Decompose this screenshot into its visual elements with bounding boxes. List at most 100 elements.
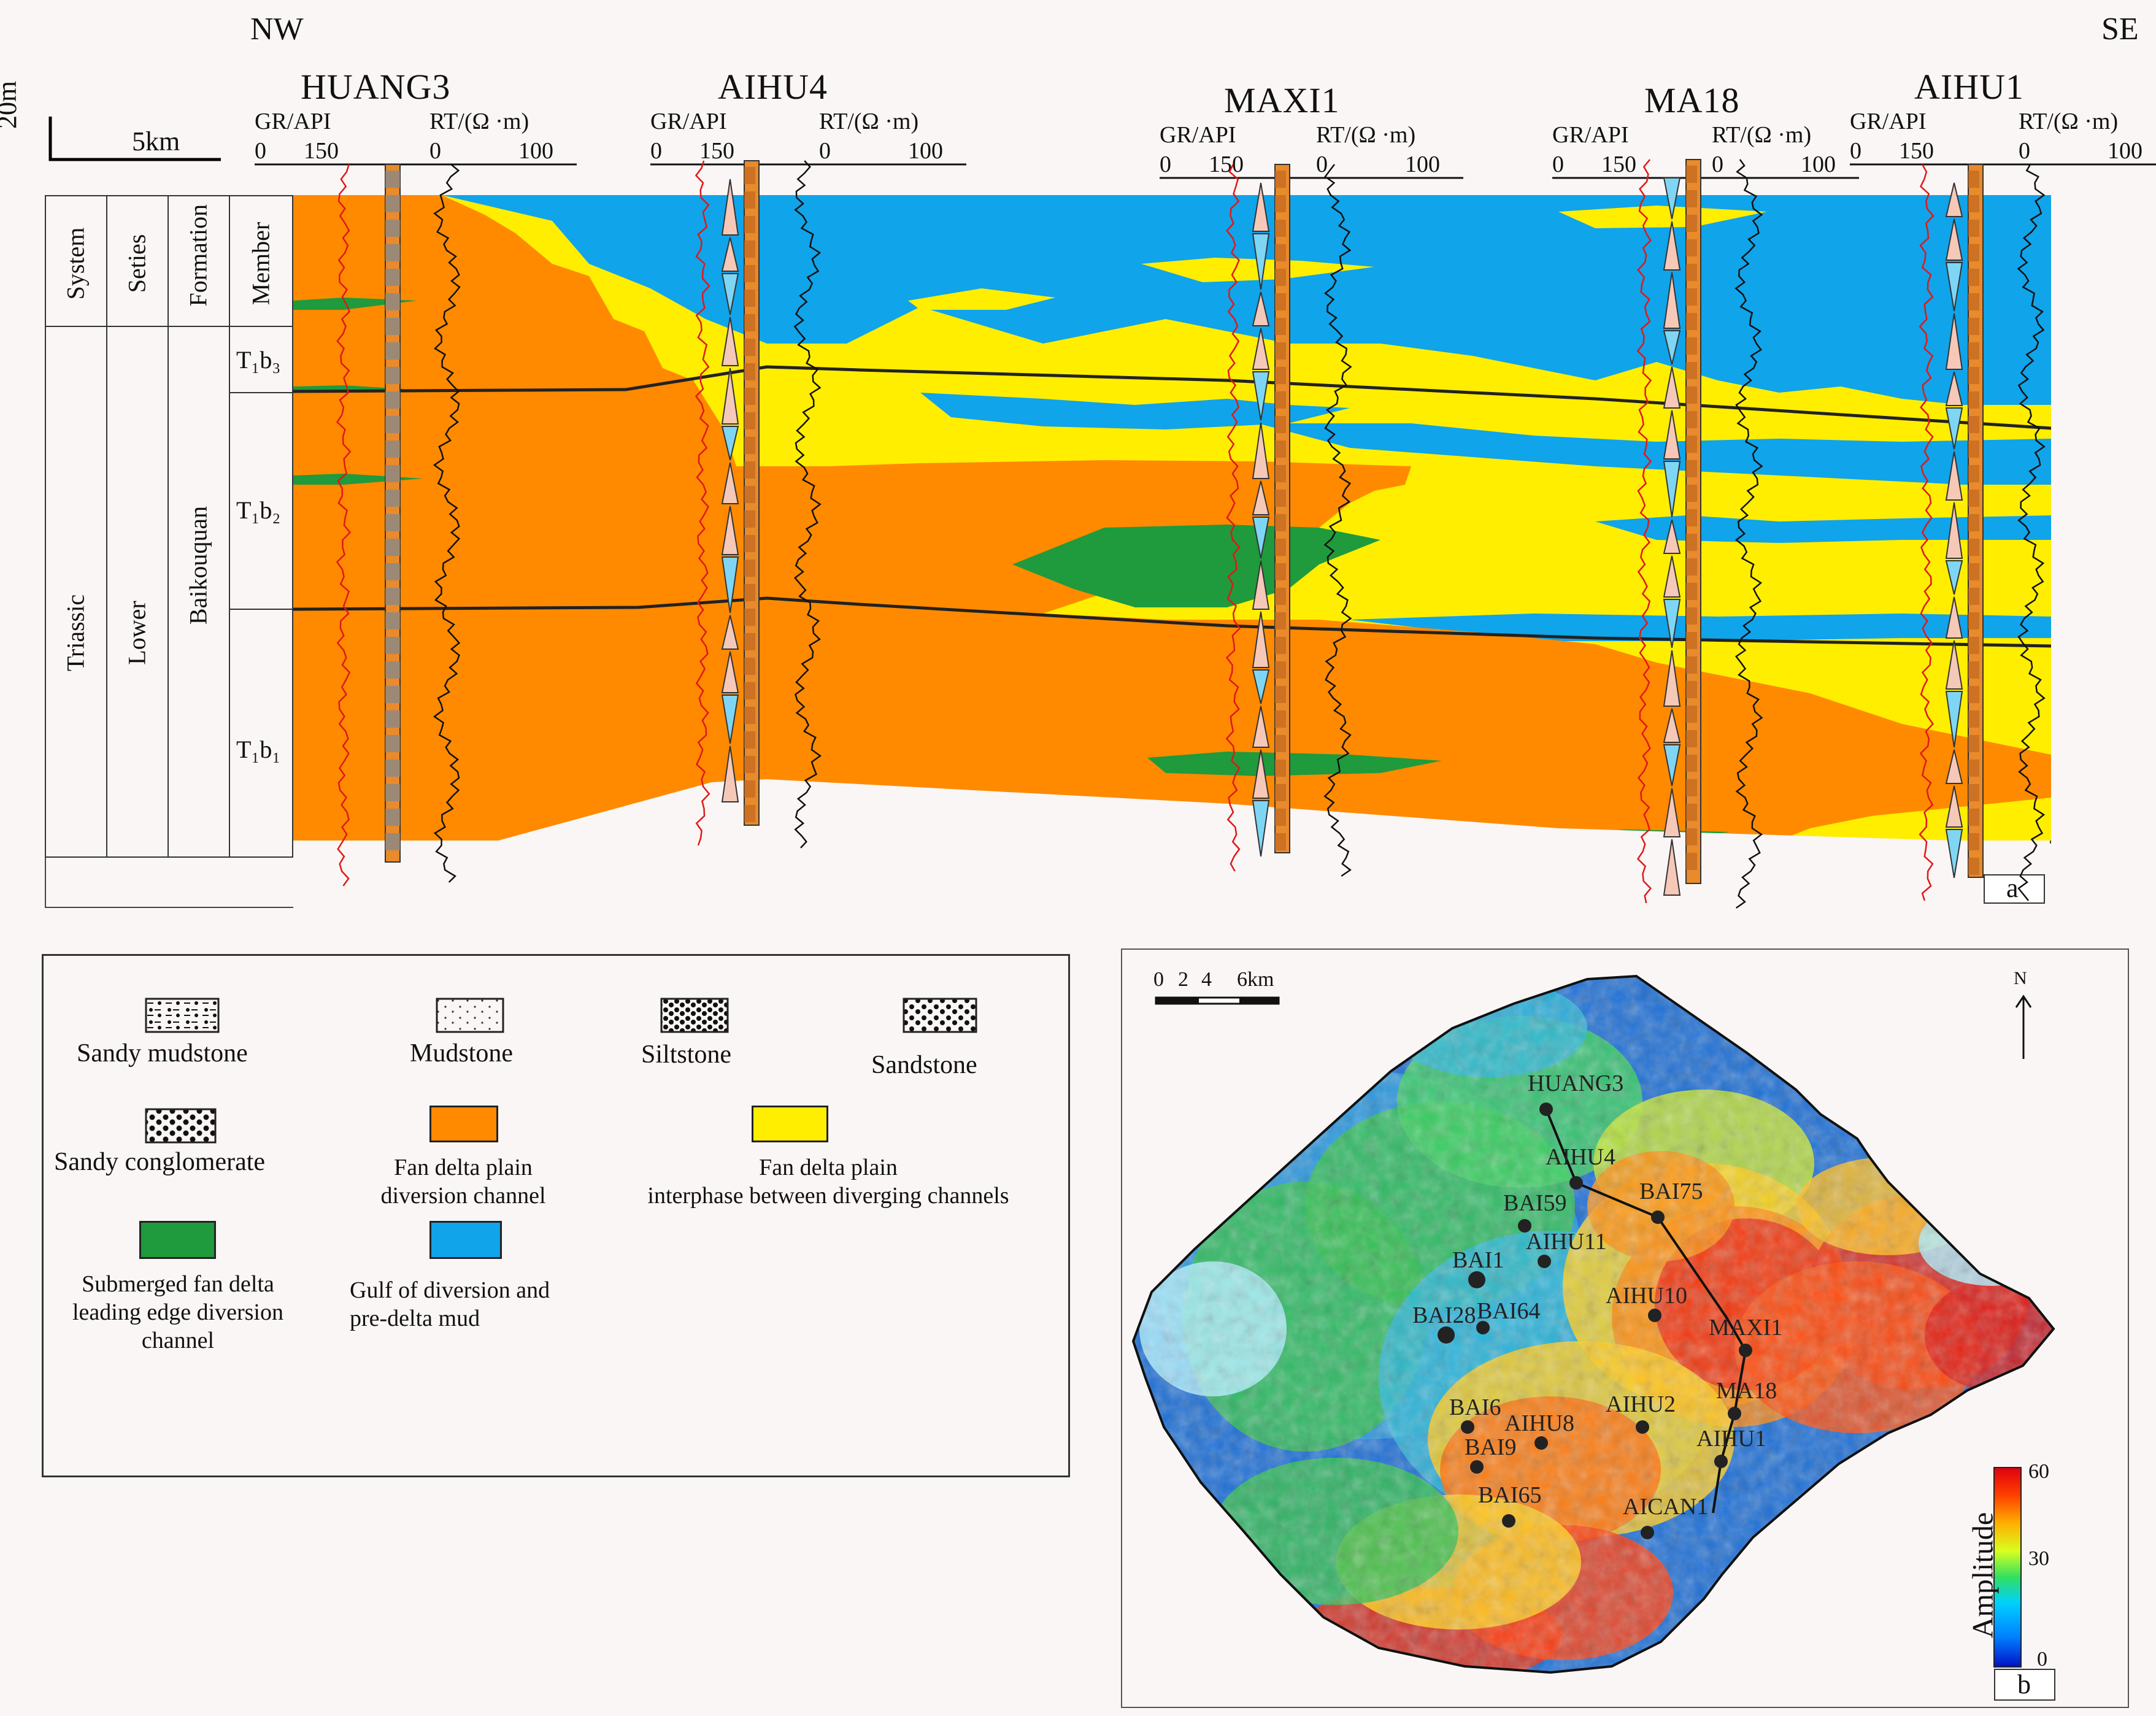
map-well-label: AIHU4 [1546,1144,1615,1170]
map-well-label: BAI9 [1465,1434,1516,1460]
lithology-bed [1275,539,1286,556]
lithology-bed [1968,391,1979,409]
map-well-marker [1438,1326,1455,1344]
colorbar-title: Amplitude [1966,1512,2000,1639]
lithology-bed [1275,514,1286,531]
cycle-triangle [1663,410,1681,460]
header-member [229,195,293,327]
swatch-sandstone [903,998,977,1033]
cycle-triangle [1663,221,1681,271]
map-well-label: BAI65 [1478,1482,1541,1508]
lithology-bed [744,167,755,184]
lithology-bed [1275,171,1286,188]
map-well-label: MAXI1 [1709,1315,1782,1341]
lithology-bed [1275,760,1286,777]
map-scale-label-2: 2 [1178,968,1188,991]
lithology-bed [1686,166,1697,183]
lithology-bed [744,510,755,528]
member-boundary-b3 [293,365,2052,430]
member-b2-label: T₁b₂ [236,496,281,524]
cycle-triangle [721,556,739,614]
lithology-bed [1968,563,1979,580]
map-well-label: BAI6 [1449,1395,1501,1420]
rt-tick-max: 100 [908,138,943,164]
lithology-bed [1275,833,1286,850]
lithology-bed [385,735,400,752]
well-name: AIHU4 [718,67,828,107]
lithology-bed [744,290,755,307]
lithology-bed [385,220,400,237]
rt-curve [793,160,822,848]
lithology-bed [744,388,755,405]
lithology-bed [1275,318,1286,335]
direction-nw: NW [250,12,304,47]
map-well-label: BAI75 [1639,1179,1703,1204]
map-scale-label-4: 4 [1201,968,1212,991]
cycle-triangle [1945,640,1963,690]
map-well-marker [1470,1460,1484,1474]
cycle-triangle [1663,519,1681,554]
legend-siltstone: Siltstone [641,1041,732,1069]
swatch-sandy-conglomerate [145,1108,217,1144]
cycle-triangle [721,426,739,461]
cycle-triangle [1252,233,1270,290]
lithology-bed [385,563,400,580]
map-well-marker [1648,1309,1661,1322]
gr-curve [1636,159,1652,904]
swatch-channel [429,1106,498,1142]
facies-submerged-region [1147,752,1442,776]
lithology-bed [385,465,400,482]
rt-tick-min: 0 [2019,138,2030,164]
lithology-bed [1275,195,1286,212]
cycle-triangle [1663,177,1681,220]
colorbar-tick-30: 30 [2028,1547,2049,1570]
panel-label-b: b [2017,1669,2031,1699]
gr-tick-min: 0 [650,138,662,164]
map-well-marker [1476,1321,1490,1334]
lithology-bed [1686,656,1697,674]
lithology-bed [1968,465,1979,482]
gr-tick-max: 150 [699,138,734,164]
lithology-bed [1686,436,1697,453]
cycle-triangle [1663,330,1681,365]
lithology-bed [1686,583,1697,600]
cycle-triangle [721,367,739,425]
legend-box [42,954,1070,1477]
lithology-bed [1275,784,1286,801]
rt-axis-label: RT/(Ω ·m) [1712,122,1812,148]
lithology-bed [1275,269,1286,286]
gr-tick-min: 0 [1850,138,1861,164]
lithology-bed [744,780,755,798]
map-well-marker [1569,1176,1583,1190]
legend-mudstone: Mudstone [410,1039,513,1068]
gr-tick-max: 150 [304,138,339,164]
lithology-bed [385,195,400,212]
lithology-bed [1686,681,1697,698]
rt-axis-label: RT/(Ω ·m) [1316,122,1416,148]
lithology-bed [744,240,755,258]
cycle-triangle [1945,785,1963,828]
cycle-triangle [1252,749,1270,799]
cycle-triangle [1945,218,1963,261]
gr-tick-min: 0 [255,138,266,164]
map-scale-label-0: 0 [1153,968,1164,991]
lithology-bed [1686,485,1697,502]
lithology-bed [1968,269,1979,286]
cycle-triangle [1252,560,1270,610]
lithology-bed [1275,391,1286,409]
lithology-bed [1275,588,1286,605]
legend-submerged: Submerged fan delta leading edge diversi… [43,1270,313,1355]
cycle-triangle [721,745,739,802]
lithology-bed [1275,563,1286,580]
map-scale-label-6: 6km [1237,968,1274,991]
lithology-bed [1968,710,1979,728]
lithology-bed [385,416,400,433]
legend-gulf: Gulf of diversion and pre-delta mud [350,1276,607,1333]
lithology-bed [1686,755,1697,772]
facies-gulf-tongue [920,393,1350,429]
cycle-triangle [1945,560,1963,595]
strat-table: System Seties Formation Member Triassic … [45,195,293,858]
cycle-triangle [1252,800,1270,857]
lithology-bed [1968,293,1979,310]
